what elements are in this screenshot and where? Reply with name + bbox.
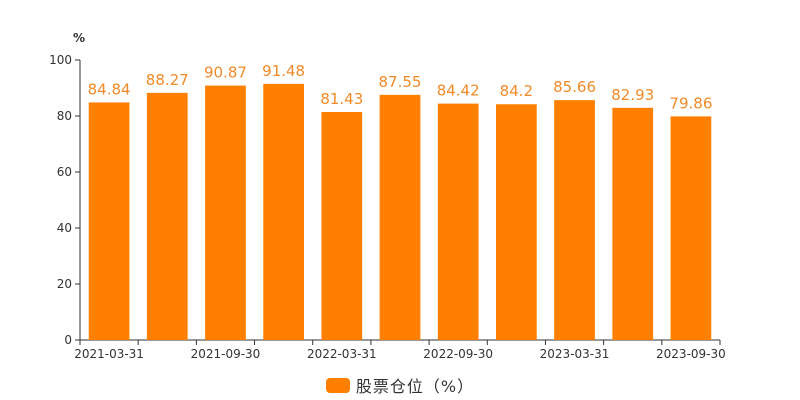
bar [263,83,304,340]
bar [612,107,654,341]
bar [554,100,595,340]
bar [205,85,246,341]
data-label: 84.84 [88,80,131,98]
y-tick-label: 80 [57,109,72,123]
bar [670,116,712,340]
data-label: 79.86 [669,94,712,112]
y-tick-label: 40 [57,221,72,235]
bar [146,92,188,341]
bar [88,102,130,340]
y-tick-label: 0 [64,333,72,347]
bar [496,104,537,341]
y-tick-label: 100 [49,53,72,67]
y-tick-label: 60 [57,165,72,179]
data-label: 90.87 [204,64,247,82]
data-label: 88.27 [146,71,189,89]
data-label: 81.43 [320,90,363,108]
data-label: 87.55 [379,73,422,91]
bar-chart: % 0 20 40 60 80 100 2021-03-31 2021-09-30 2022-03… [49,31,726,361]
x-tick-label: 2022-09-30 [423,347,493,361]
bar [379,94,421,340]
chart-legend[interactable]: 股票仓位（%） [0,371,800,399]
y-tick-label: 20 [57,277,72,291]
x-tick-label: 2023-09-30 [656,347,726,361]
chart-data-labels: 84.84 88.27 90.87 91.48 81.43 87.55 84.42 84.2 8… [88,62,713,113]
legend-swatch [325,377,350,393]
data-label: 91.48 [262,62,305,80]
data-label: 84.2 [500,82,533,100]
chart-bars [88,83,712,341]
bar [321,111,363,340]
data-label: 82.93 [611,86,654,104]
x-tick-label: 2022-03-31 [307,347,377,361]
x-tick-label: 2021-09-30 [191,347,261,361]
x-tick-label: 2023-03-31 [540,347,610,361]
legend-label: 股票仓位（%） [355,377,475,396]
chart-axes: % 0 20 40 60 80 100 2021-03-31 2021-09-30 2022-03… [49,31,726,361]
y-axis-unit-label: % [73,31,85,45]
data-label: 85.66 [553,78,596,96]
x-tick-label: 2021-03-31 [74,347,144,361]
data-label: 84.42 [437,82,480,100]
bar [437,103,479,341]
